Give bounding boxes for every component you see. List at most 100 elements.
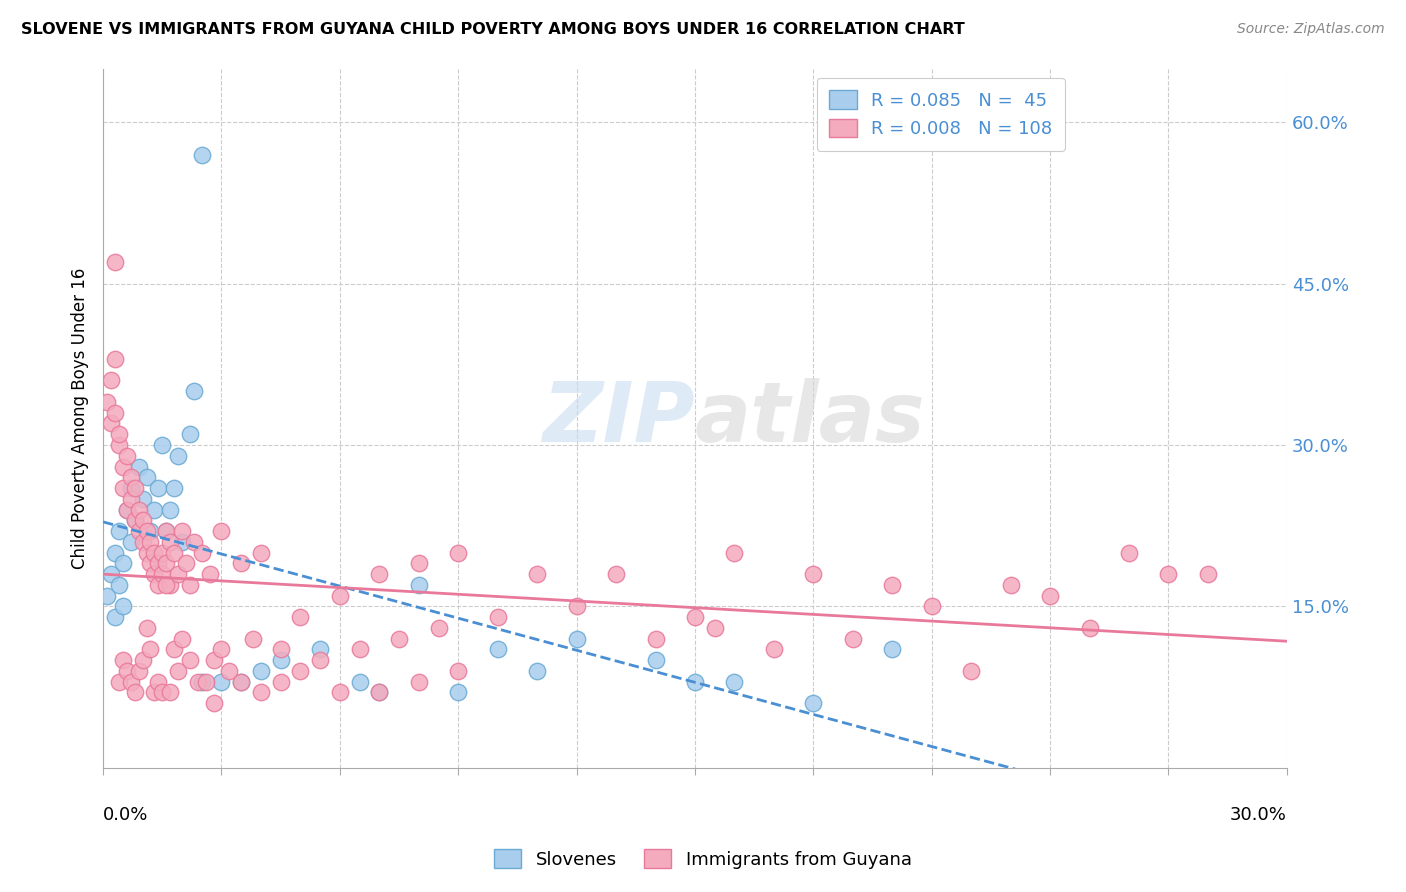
Point bbox=[100, 374, 122, 388]
Point bbox=[120, 481, 142, 495]
Point bbox=[842, 632, 865, 646]
Point bbox=[155, 524, 177, 538]
Point bbox=[124, 513, 146, 527]
Point bbox=[124, 513, 146, 527]
Point bbox=[111, 557, 134, 571]
Point bbox=[120, 470, 142, 484]
Point bbox=[150, 545, 173, 559]
Point bbox=[329, 685, 352, 699]
Point bbox=[104, 610, 127, 624]
Point bbox=[368, 685, 391, 699]
Point bbox=[270, 674, 292, 689]
Point bbox=[139, 557, 162, 571]
Point bbox=[762, 642, 785, 657]
Legend: Slovenes, Immigrants from Guyana: Slovenes, Immigrants from Guyana bbox=[486, 842, 920, 876]
Point bbox=[801, 567, 824, 582]
Point bbox=[120, 674, 142, 689]
Point bbox=[96, 395, 118, 409]
Point bbox=[128, 502, 150, 516]
Point bbox=[96, 589, 118, 603]
Point bbox=[111, 653, 134, 667]
Point bbox=[183, 534, 205, 549]
Point bbox=[309, 642, 332, 657]
Point bbox=[1000, 578, 1022, 592]
Point bbox=[408, 674, 430, 689]
Point bbox=[250, 664, 273, 678]
Point bbox=[128, 459, 150, 474]
Point bbox=[408, 578, 430, 592]
Point bbox=[179, 578, 201, 592]
Text: Source: ZipAtlas.com: Source: ZipAtlas.com bbox=[1237, 22, 1385, 37]
Point bbox=[111, 481, 134, 495]
Point bbox=[290, 610, 312, 624]
Point bbox=[921, 599, 943, 614]
Point bbox=[644, 632, 666, 646]
Point bbox=[115, 449, 138, 463]
Point bbox=[270, 642, 292, 657]
Point bbox=[148, 674, 170, 689]
Point bbox=[131, 653, 153, 667]
Point bbox=[170, 632, 193, 646]
Point bbox=[100, 567, 122, 582]
Point bbox=[131, 513, 153, 527]
Point bbox=[159, 685, 181, 699]
Point bbox=[128, 524, 150, 538]
Point bbox=[882, 578, 904, 592]
Point bbox=[486, 642, 509, 657]
Point bbox=[1118, 545, 1140, 559]
Point bbox=[104, 351, 127, 366]
Point bbox=[100, 417, 122, 431]
Point bbox=[683, 674, 706, 689]
Point bbox=[108, 438, 131, 452]
Point bbox=[191, 674, 214, 689]
Point bbox=[187, 674, 209, 689]
Point bbox=[231, 674, 253, 689]
Text: 30.0%: 30.0% bbox=[1230, 806, 1286, 824]
Point bbox=[128, 664, 150, 678]
Point bbox=[605, 567, 627, 582]
Point bbox=[104, 545, 127, 559]
Point bbox=[124, 685, 146, 699]
Point bbox=[159, 534, 181, 549]
Point bbox=[159, 502, 181, 516]
Point bbox=[108, 674, 131, 689]
Legend: R = 0.085   N =  45, R = 0.008   N = 108: R = 0.085 N = 45, R = 0.008 N = 108 bbox=[817, 78, 1064, 151]
Point bbox=[723, 545, 745, 559]
Point bbox=[155, 524, 177, 538]
Point bbox=[290, 664, 312, 678]
Point bbox=[143, 502, 166, 516]
Point bbox=[211, 642, 233, 657]
Point bbox=[179, 427, 201, 442]
Point bbox=[150, 438, 173, 452]
Point bbox=[270, 653, 292, 667]
Point bbox=[155, 578, 177, 592]
Point bbox=[388, 632, 411, 646]
Point bbox=[108, 524, 131, 538]
Point bbox=[565, 632, 588, 646]
Point bbox=[309, 653, 332, 667]
Point bbox=[349, 642, 371, 657]
Point bbox=[194, 674, 217, 689]
Point bbox=[329, 589, 352, 603]
Point bbox=[135, 524, 157, 538]
Point bbox=[167, 664, 190, 678]
Point bbox=[1197, 567, 1219, 582]
Point bbox=[139, 534, 162, 549]
Point bbox=[167, 567, 190, 582]
Point bbox=[1157, 567, 1180, 582]
Point bbox=[108, 427, 131, 442]
Point bbox=[211, 674, 233, 689]
Point bbox=[135, 470, 157, 484]
Point bbox=[447, 545, 470, 559]
Point bbox=[447, 685, 470, 699]
Point bbox=[526, 567, 548, 582]
Point bbox=[143, 685, 166, 699]
Point bbox=[139, 642, 162, 657]
Point bbox=[191, 147, 214, 161]
Point bbox=[723, 674, 745, 689]
Point bbox=[882, 642, 904, 657]
Point bbox=[163, 545, 186, 559]
Point bbox=[170, 524, 193, 538]
Text: ZIP: ZIP bbox=[543, 377, 695, 458]
Point bbox=[179, 653, 201, 667]
